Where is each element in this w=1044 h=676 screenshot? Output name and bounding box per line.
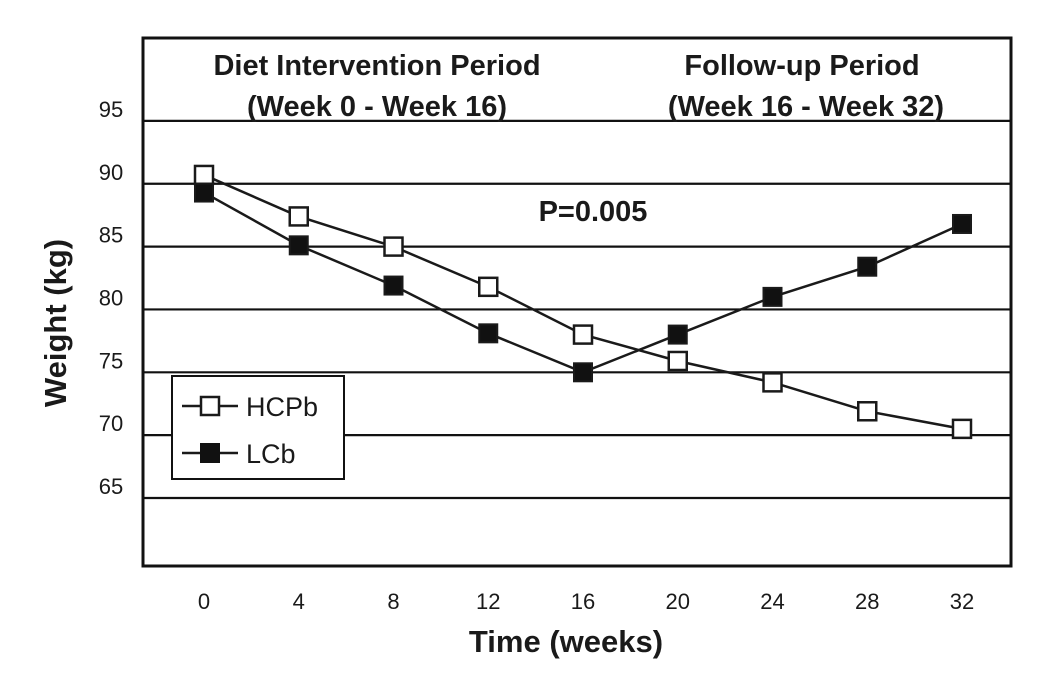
- x-tick-label: 16: [571, 589, 595, 614]
- data-point-hcpb: [951, 418, 973, 440]
- legend-lcb-label: LCb: [246, 439, 296, 469]
- data-point-hcpb: [383, 236, 404, 257]
- legend: HCPb LCb: [171, 375, 345, 480]
- x-tick-label: 28: [855, 589, 879, 614]
- x-tick-label: 0: [198, 589, 210, 614]
- period1-range: (Week 0 - Week 16): [247, 91, 507, 123]
- data-point-hcpb: [857, 401, 878, 422]
- x-tick-label: 4: [293, 589, 305, 614]
- x-tick-label: 24: [760, 589, 784, 614]
- data-point-lcb: [762, 286, 783, 307]
- data-point-hcpb: [288, 206, 309, 227]
- series-layer: [193, 164, 973, 440]
- data-point-lcb: [383, 275, 404, 296]
- y-tick-label: 65: [99, 474, 123, 499]
- y-axis-label: Weight (kg): [38, 239, 73, 407]
- y-tick-label: 90: [99, 160, 123, 185]
- data-point-lcb: [857, 256, 878, 277]
- data-point-lcb: [478, 323, 499, 344]
- y-axis-ticks: 65 70 75 80 85 90 95: [99, 97, 123, 499]
- data-point-lcb: [667, 324, 688, 345]
- data-point-lcb: [194, 182, 214, 203]
- y-tick-label: 85: [99, 223, 123, 248]
- x-tick-label: 32: [950, 589, 974, 614]
- data-point-hcpb: [572, 324, 594, 345]
- x-axis-ticks: 0 4 8 12 16 20 24 28 32: [198, 589, 974, 614]
- data-point-hcpb: [193, 164, 215, 186]
- period2-title: Follow-up Period: [684, 50, 919, 82]
- data-point-hcpb: [478, 276, 499, 298]
- data-point-lcb: [573, 362, 593, 383]
- x-tick-label: 12: [476, 589, 500, 614]
- legend-hcpb-marker: [199, 395, 221, 417]
- y-tick-label: 70: [99, 411, 123, 436]
- y-tick-label: 75: [99, 348, 123, 373]
- data-point-lcb: [288, 235, 309, 256]
- legend-hcpb-label: HCPb: [246, 392, 318, 422]
- period2-range: (Week 16 - Week 32): [668, 91, 944, 123]
- data-point-hcpb: [667, 350, 688, 372]
- y-tick-label: 95: [99, 97, 123, 122]
- y-tick-label: 80: [99, 285, 123, 310]
- x-tick-label: 20: [666, 589, 690, 614]
- data-point-hcpb: [762, 372, 783, 393]
- legend-lcb-marker: [200, 443, 220, 463]
- period1-title: Diet Intervention Period: [213, 50, 540, 82]
- pvalue-annotation: P=0.005: [539, 196, 648, 228]
- x-tick-label: 8: [387, 589, 399, 614]
- data-point-lcb: [952, 213, 972, 234]
- x-axis-label: Time (weeks): [469, 624, 663, 659]
